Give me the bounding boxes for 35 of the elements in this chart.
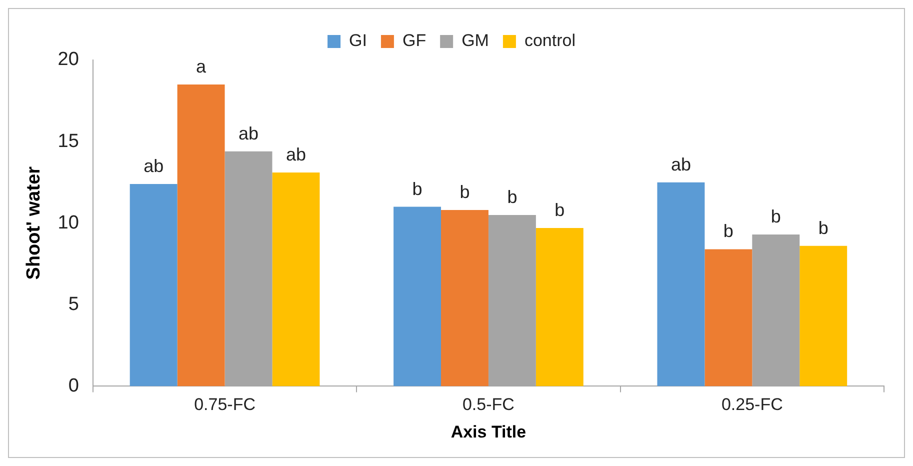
bar: [536, 228, 584, 386]
data-label: b: [460, 182, 470, 202]
y-tick-label: 0: [68, 375, 79, 396]
data-label: ab: [286, 144, 306, 165]
bar: [130, 184, 178, 386]
bar: [394, 206, 442, 386]
legend-label: GI: [349, 31, 367, 50]
x-tick-label: 0.25-FC: [721, 395, 783, 414]
y-tick-label: 5: [68, 294, 79, 315]
legend-label: GM: [462, 31, 489, 50]
data-label: ab: [670, 154, 691, 174]
x-axis-title: Axis Title: [450, 422, 526, 442]
data-label: a: [196, 56, 208, 76]
bar: [657, 182, 705, 386]
y-axis-title: Shoot' water: [24, 166, 45, 280]
bar: [272, 172, 320, 386]
data-label: b: [412, 178, 422, 199]
y-tick-label: 20: [58, 49, 79, 70]
y-tick-label: 10: [58, 212, 79, 234]
y-tick-label: 15: [58, 130, 79, 152]
data-label: b: [507, 186, 518, 207]
legend-label: GF: [402, 31, 426, 50]
bar: [441, 210, 488, 386]
bar: [177, 84, 225, 386]
data-label: b: [818, 218, 828, 238]
data-label: b: [554, 200, 565, 220]
data-label: b: [770, 206, 781, 226]
x-tick-label: 0.75-FC: [194, 395, 256, 414]
bar: [800, 246, 848, 386]
data-label: ab: [238, 123, 259, 144]
x-tick-label: 0.5-FC: [462, 395, 514, 414]
data-label: b: [723, 221, 734, 242]
bar: [704, 249, 752, 386]
legend-label: control: [524, 31, 576, 50]
data-label: ab: [144, 156, 164, 176]
